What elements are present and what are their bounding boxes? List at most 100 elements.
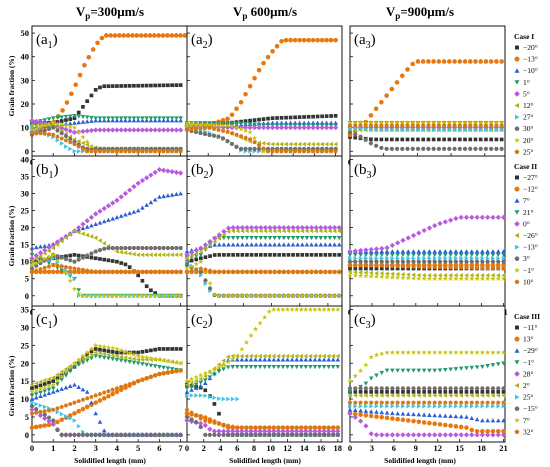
- data-point: [76, 144, 81, 149]
- data-point: [144, 362, 149, 367]
- data-point: [240, 253, 245, 257]
- data-point: [84, 139, 90, 145]
- data-point: [29, 255, 35, 261]
- data-point: [72, 120, 77, 125]
- data-point: [202, 415, 208, 420]
- data-point: [332, 269, 337, 274]
- data-point: [127, 355, 132, 361]
- data-point: [400, 253, 406, 258]
- data-point: [447, 349, 454, 355]
- data-point: [76, 230, 81, 235]
- data-point: [266, 357, 272, 362]
- data-point: [347, 272, 353, 278]
- data-point: [184, 122, 190, 128]
- data-point: [474, 273, 479, 278]
- data-point: [416, 127, 421, 133]
- data-point: [42, 118, 48, 123]
- data-point: [207, 419, 213, 424]
- data-point: [225, 365, 231, 370]
- data-point: [400, 249, 406, 254]
- data-point: [286, 253, 291, 257]
- data-point: [50, 252, 56, 258]
- data-point: [271, 365, 277, 370]
- data-point: [38, 423, 43, 429]
- data-point: [118, 249, 124, 255]
- data-point: [247, 146, 253, 151]
- series-7°: [184, 242, 342, 254]
- data-point: [357, 273, 364, 279]
- data-point: [261, 60, 266, 66]
- data-point: [140, 252, 145, 258]
- data-point: [485, 400, 490, 405]
- data-point: [50, 386, 56, 391]
- data-point: [59, 131, 65, 136]
- data-point: [101, 355, 107, 360]
- data-point: [55, 406, 60, 411]
- data-point: [421, 273, 426, 278]
- data-point: [374, 127, 379, 133]
- data-point: [161, 357, 167, 363]
- data-point: [178, 293, 184, 299]
- data-point: [188, 122, 195, 128]
- series-1°: [29, 113, 183, 126]
- data-point: [304, 235, 310, 241]
- data-point: [198, 425, 204, 430]
- data-point: [135, 208, 141, 213]
- data-point: [322, 224, 328, 231]
- data-point: [405, 249, 411, 254]
- data-point: [358, 400, 363, 405]
- data-point: [225, 129, 230, 134]
- data-point: [140, 83, 145, 88]
- data-point: [442, 127, 447, 133]
- data-point: [184, 127, 190, 132]
- data-point: [389, 120, 395, 126]
- data-point: [198, 420, 204, 427]
- x-tick-label: 14: [300, 443, 309, 453]
- data-point: [436, 122, 442, 128]
- data-point: [363, 263, 369, 268]
- data-point: [384, 137, 389, 142]
- data-point: [267, 224, 273, 231]
- data-point: [478, 137, 483, 142]
- data-point: [313, 293, 319, 299]
- data-point: [46, 391, 52, 396]
- data-point: [464, 403, 469, 409]
- y-tick-label: 40: [21, 154, 30, 164]
- data-point: [348, 255, 353, 261]
- data-point: [184, 382, 189, 388]
- data-point: [244, 353, 249, 359]
- data-point: [212, 402, 217, 406]
- data-point: [131, 356, 136, 362]
- data-point: [114, 269, 120, 274]
- data-point: [166, 347, 170, 351]
- panel-label: (a2): [191, 32, 213, 51]
- data-point: [188, 249, 195, 256]
- data-point: [67, 369, 73, 374]
- data-point: [97, 220, 103, 225]
- data-point: [114, 346, 120, 352]
- x-tick-label: 4: [218, 443, 223, 453]
- data-point: [127, 350, 133, 356]
- data-point: [385, 255, 390, 261]
- data-point: [230, 235, 236, 241]
- series-20°: [347, 120, 505, 126]
- data-point: [152, 169, 158, 176]
- data-point: [401, 255, 406, 261]
- data-point: [106, 352, 111, 357]
- data-point: [292, 148, 298, 154]
- data-point: [63, 235, 68, 241]
- data-point: [479, 349, 485, 355]
- data-point: [374, 270, 379, 276]
- data-point: [67, 432, 73, 437]
- data-point: [280, 306, 286, 312]
- data-point: [363, 413, 369, 418]
- data-point: [421, 432, 427, 438]
- data-point: [458, 349, 464, 355]
- data-point: [253, 353, 258, 359]
- data-point: [42, 265, 47, 270]
- data-point: [260, 148, 267, 154]
- data-point: [217, 411, 221, 416]
- data-point: [400, 259, 406, 264]
- data-point: [373, 352, 380, 358]
- data-point: [285, 357, 290, 362]
